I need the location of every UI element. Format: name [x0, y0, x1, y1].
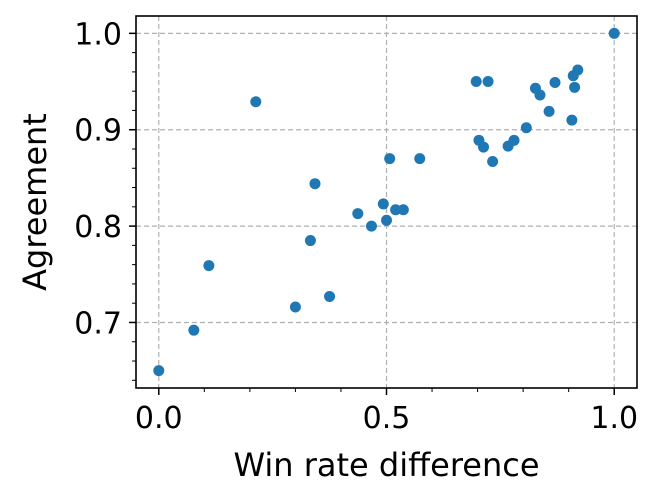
data-point — [377, 198, 389, 210]
data-point — [543, 105, 555, 117]
data-point — [304, 235, 316, 247]
data-point — [203, 260, 215, 272]
data-point — [482, 76, 494, 88]
y-axis-label: Agreement — [16, 113, 54, 291]
data-point — [289, 301, 301, 313]
y-tick-label: 1.0 — [74, 17, 122, 52]
data-point — [478, 141, 490, 153]
y-tick-label: 0.8 — [74, 210, 122, 245]
data-points — [153, 27, 620, 377]
data-point — [608, 27, 620, 39]
data-point — [572, 64, 584, 76]
data-point — [381, 214, 392, 226]
data-point — [397, 204, 409, 216]
data-point — [390, 204, 402, 216]
data-point — [566, 114, 578, 126]
data-point — [487, 156, 499, 168]
data-point — [250, 96, 262, 108]
y-tick-label: 0.9 — [74, 114, 122, 149]
x-tick-label: 0.5 — [363, 401, 411, 436]
x-tick-label: 1.0 — [590, 401, 638, 436]
data-point — [569, 81, 581, 93]
x-axis-label: Win rate difference — [233, 446, 539, 484]
data-point — [153, 365, 165, 377]
data-point — [352, 208, 364, 220]
data-point — [470, 76, 482, 88]
data-point — [414, 153, 426, 165]
x-tick-label: 0.0 — [135, 401, 183, 436]
data-point — [309, 178, 321, 190]
data-point — [384, 153, 396, 165]
data-point — [188, 324, 200, 336]
data-point — [365, 220, 377, 232]
axis-ticks: 0.0 0.5 1.0 0.7 0.8 0.9 1.0 — [74, 17, 638, 436]
data-point — [520, 122, 532, 134]
data-point — [324, 290, 336, 302]
data-point — [549, 76, 561, 88]
data-point — [534, 89, 546, 101]
data-point — [508, 134, 520, 146]
y-tick-label: 0.7 — [74, 306, 122, 341]
